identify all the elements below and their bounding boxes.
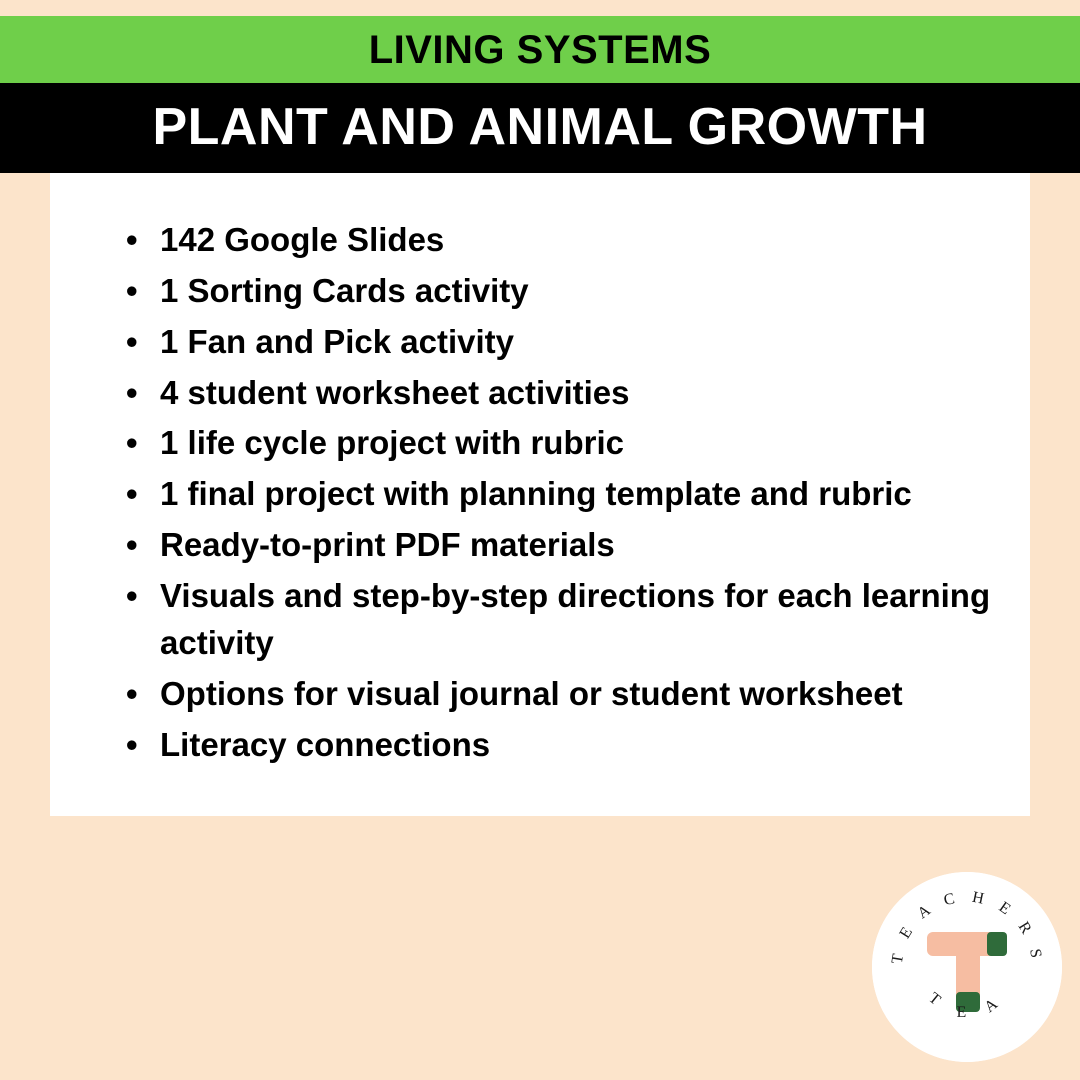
- title-band: PLANT AND ANIMAL GROWTH: [0, 83, 1080, 173]
- feature-list: 142 Google Slides 1 Sorting Cards activi…: [120, 217, 1000, 768]
- list-item: Visuals and step-by-step directions for …: [120, 573, 1000, 667]
- list-item: 1 final project with planning template a…: [120, 471, 1000, 518]
- content-card: 142 Google Slides 1 Sorting Cards activi…: [50, 173, 1030, 816]
- list-item: Literacy connections: [120, 722, 1000, 769]
- list-item: 1 Fan and Pick activity: [120, 319, 1000, 366]
- list-item: Options for visual journal or student wo…: [120, 671, 1000, 718]
- list-item: 4 student worksheet activities: [120, 370, 1000, 417]
- category-band: LIVING SYSTEMS: [0, 16, 1080, 83]
- list-item: 1 Sorting Cards activity: [120, 268, 1000, 315]
- list-item: 142 Google Slides: [120, 217, 1000, 264]
- brand-logo: T E A C H E R S T E A: [872, 872, 1062, 1062]
- list-item: Ready-to-print PDF materials: [120, 522, 1000, 569]
- list-item: 1 life cycle project with rubric: [120, 420, 1000, 467]
